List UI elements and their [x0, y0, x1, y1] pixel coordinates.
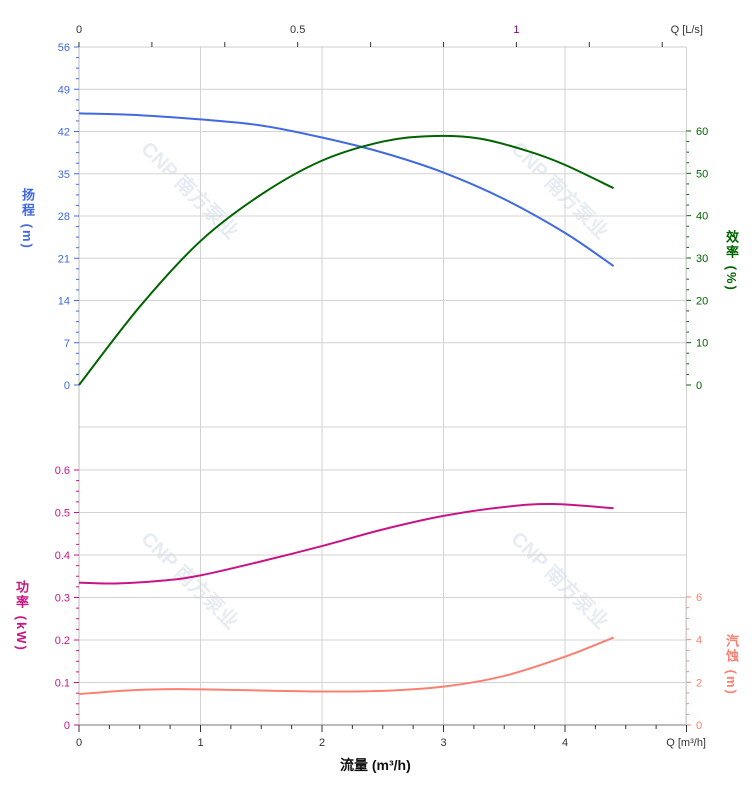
y-tick-label: 0.3: [55, 593, 70, 605]
top-tick-label: 0.5: [290, 24, 305, 36]
x-tick-label: 3: [440, 737, 446, 749]
y2-tick-label: 20: [696, 295, 708, 307]
head-axis-label: 扬程 (m): [20, 188, 35, 250]
x-axis-title: 流量 (m³/h): [340, 757, 411, 773]
y2-tick-label: 0: [696, 380, 702, 392]
y-tick-label: 0.2: [55, 635, 70, 647]
npsh-axis-label: 汽蚀 (m): [724, 634, 739, 696]
top-tick-label: 1: [513, 24, 519, 36]
y-tick-label: 0.1: [55, 678, 70, 690]
top-axis-unit: Q [L/s]: [671, 24, 703, 36]
y2-tick-label: 6: [696, 592, 702, 604]
watermark: CNP 南方泵业: [136, 527, 243, 634]
y-tick-label: 0.4: [55, 550, 70, 562]
x-axis-unit: Q [m³/h]: [666, 737, 706, 749]
y-tick-label: 0: [64, 720, 70, 732]
y-tick-label: 0.5: [55, 508, 70, 520]
y-tick-label: 0.6: [55, 465, 70, 477]
watermark: CNP 南方泵业: [136, 137, 243, 244]
x-tick-label: 2: [319, 737, 325, 749]
y2-tick-label: 40: [696, 211, 708, 223]
power-axis-label: 功率 (kW): [14, 580, 29, 652]
y2-tick-label: 10: [696, 338, 708, 350]
y2-tick-label: 30: [696, 253, 708, 265]
y-tick-label: 21: [58, 253, 70, 265]
y-tick-label: 7: [64, 338, 70, 350]
y-tick-label: 28: [58, 211, 70, 223]
y2-tick-label: 4: [696, 635, 702, 647]
x-tick-label: 0: [76, 737, 82, 749]
y-tick-label: 56: [58, 42, 70, 54]
y-tick-label: 42: [58, 127, 70, 139]
y2-tick-label: 0: [696, 720, 702, 732]
x-tick-label: 1: [197, 737, 203, 749]
top-tick-label: 0: [76, 24, 82, 36]
npsh-curve: [78, 636, 614, 696]
watermark: CNP 南方泵业: [506, 527, 613, 634]
y-tick-label: 35: [58, 169, 70, 181]
y-tick-label: 0: [64, 380, 70, 392]
efficiency-curve: [78, 134, 615, 386]
y2-tick-label: 50: [696, 168, 708, 180]
power-curve: [78, 502, 614, 585]
y2-tick-label: 2: [696, 677, 702, 689]
head-curve: [78, 112, 615, 267]
y-tick-label: 14: [58, 296, 70, 308]
efficiency-axis-label: 效率 (%): [724, 230, 739, 292]
y2-tick-label: 60: [696, 126, 708, 138]
watermark: CNP 南方泵业: [506, 137, 613, 244]
x-tick-label: 4: [562, 737, 568, 749]
y-tick-label: 49: [58, 84, 70, 96]
